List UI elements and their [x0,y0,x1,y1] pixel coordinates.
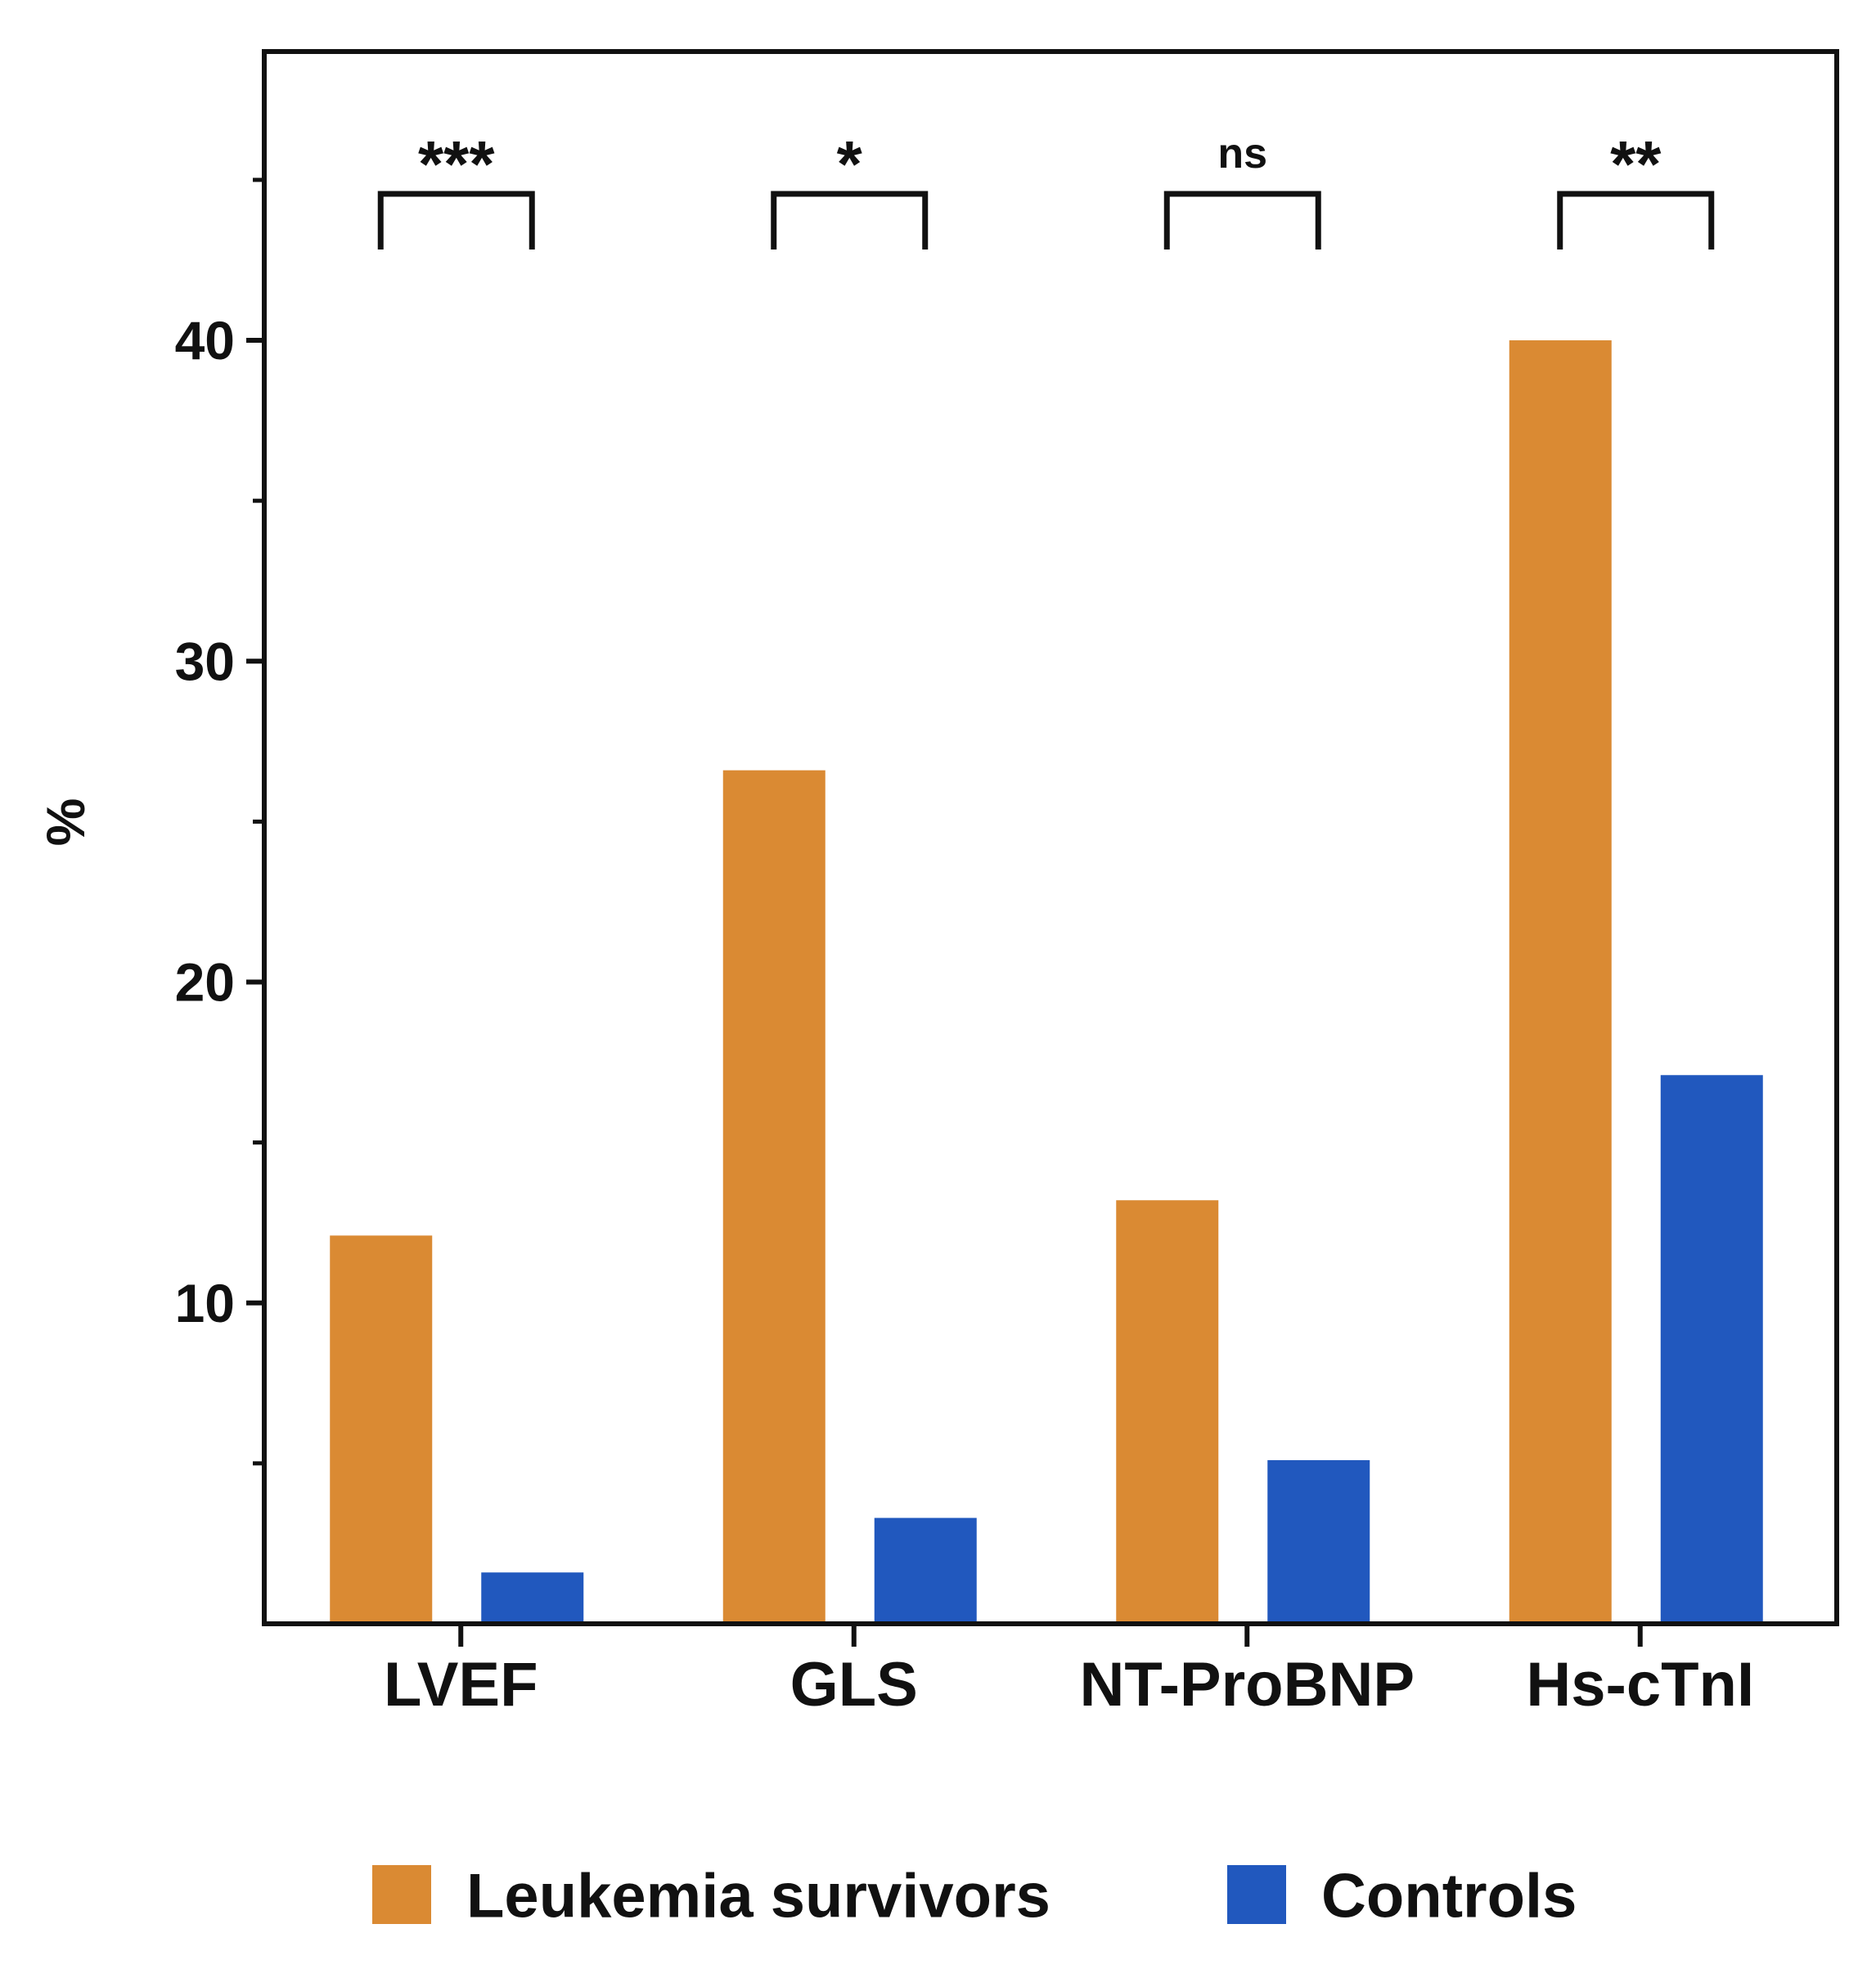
significance-label: ns [1217,130,1267,178]
y-tick-label: 40 [175,310,235,371]
legend-swatch-leukemia-survivors [372,1865,431,1924]
bar-leukemia-survivors-gls [722,770,826,1621]
bar-controls-lvef [481,1572,584,1621]
x-tick-label: GLS [790,1650,918,1720]
significance-label: *** [418,128,495,200]
significance-label: ** [1610,128,1662,200]
bar-leukemia-survivors-nt-probnp [1116,1200,1219,1621]
bar-controls-gls [874,1517,977,1621]
plot-frame [262,49,1839,1626]
bar-controls-hs-ctni [1660,1075,1763,1621]
significance-bracket [771,191,929,249]
significance-bracket [377,191,535,249]
bar-controls-nt-probnp [1267,1459,1370,1621]
y-tick-label: 30 [175,631,235,691]
legend-swatch-controls [1227,1865,1286,1924]
significance-bracket [1557,191,1715,249]
legend-label: Leukemia survivors [466,1862,1050,1931]
x-tick-label: LVEF [384,1650,538,1720]
y-tick-label: 20 [175,952,235,1013]
legend-label: Controls [1321,1862,1577,1931]
significance-label: * [837,128,863,200]
significance-bracket [1163,191,1321,249]
bar-leukemia-survivors-lvef [330,1235,433,1621]
bar-leukemia-survivors-hs-ctni [1509,340,1612,1622]
x-tick-label: NT-ProBNP [1079,1650,1415,1720]
y-axis-label: % [35,798,96,847]
y-tick-label: 10 [175,1273,235,1333]
x-tick-label: Hs-cTnI [1526,1650,1754,1720]
